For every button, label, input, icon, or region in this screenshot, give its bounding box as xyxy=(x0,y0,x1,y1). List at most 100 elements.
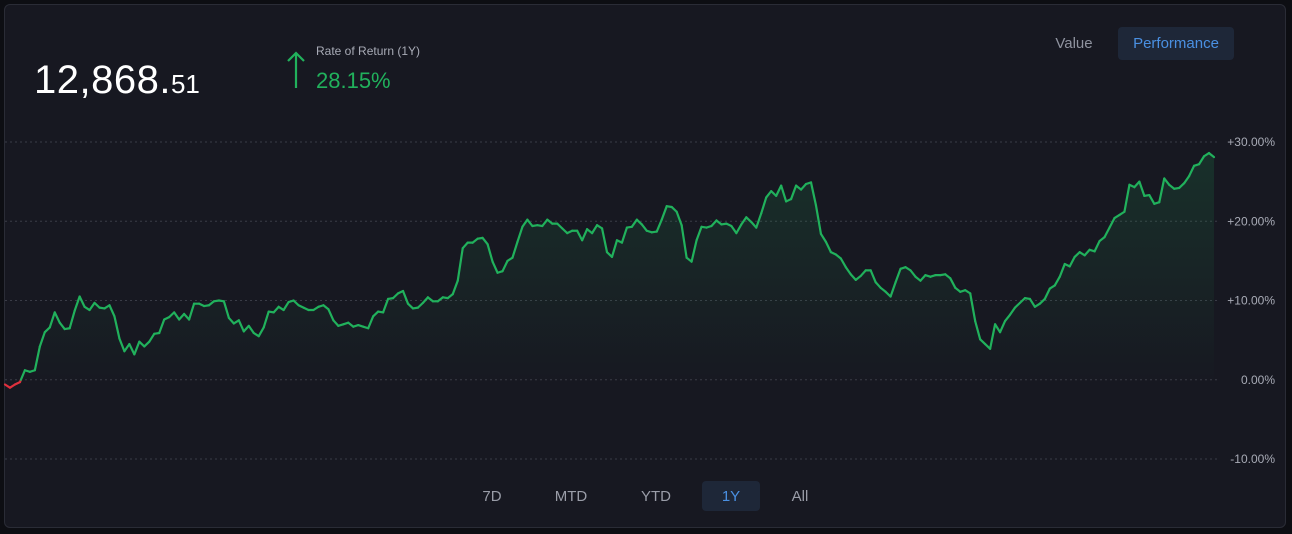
performance-line-segment xyxy=(670,205,678,213)
performance-line-segment xyxy=(401,289,410,305)
performance-line-segment xyxy=(640,223,648,232)
performance-line-segment xyxy=(1108,216,1116,229)
performance-line-segment xyxy=(292,299,300,307)
performance-line-segment xyxy=(1028,297,1036,308)
performance-line-segment xyxy=(775,184,783,197)
performance-line-segment xyxy=(849,273,857,281)
performance-line-segment xyxy=(108,304,116,318)
performance-line-segment xyxy=(491,260,499,274)
performance-line-segment xyxy=(844,266,852,276)
performance-line-segment xyxy=(675,210,683,227)
performance-line-segment xyxy=(282,300,290,312)
performance-line-segment xyxy=(660,205,668,221)
performance-line-segment xyxy=(1008,306,1017,316)
performance-line-segment xyxy=(78,295,86,308)
y-tick-label: +20.00% xyxy=(1227,214,1275,228)
performance-line-segment xyxy=(974,320,982,341)
performance-line-segment xyxy=(695,225,703,242)
range-button-7d[interactable]: 7D xyxy=(468,481,516,511)
performance-line-segment xyxy=(576,229,584,242)
ror-value: 28.15% xyxy=(316,68,391,93)
performance-line-segment xyxy=(1123,183,1131,213)
performance-line-segment xyxy=(128,342,136,356)
performance-line-segment xyxy=(541,218,549,228)
performance-line-segment xyxy=(1188,164,1196,178)
performance-line-segment xyxy=(998,320,1007,334)
performance-line-segment xyxy=(874,281,882,289)
performance-line-segment xyxy=(979,338,987,346)
portfolio-balance: 12,868.51 xyxy=(34,58,200,103)
performance-line-segment xyxy=(1103,226,1111,239)
performance-line-segment xyxy=(88,301,96,312)
performance-line-segment xyxy=(516,225,524,243)
performance-line-segment xyxy=(1053,275,1061,287)
performance-line-segment xyxy=(148,332,156,343)
performance-line-segment xyxy=(1073,251,1081,259)
performance-line-segment xyxy=(590,224,599,235)
performance-line-segment xyxy=(247,324,255,335)
performance-line-segment xyxy=(113,315,121,340)
performance-line-segment xyxy=(561,227,569,235)
performance-toggle-button[interactable]: Performance xyxy=(1118,27,1234,60)
performance-line-segment xyxy=(19,369,26,381)
performance-line-segment xyxy=(839,257,847,269)
performance-line-segment xyxy=(635,218,643,226)
performance-line-segment xyxy=(799,182,808,191)
performance-line-segment xyxy=(262,310,270,329)
performance-line-segment xyxy=(919,274,927,282)
performance-line-segment xyxy=(1158,177,1166,204)
performance-line-segment xyxy=(740,216,748,226)
performance-line-segment xyxy=(894,267,902,284)
y-tick-label: +10.00% xyxy=(1227,294,1275,308)
arrow-up-icon xyxy=(286,50,306,97)
performance-line-segment xyxy=(630,218,638,228)
performance-line-segment xyxy=(133,340,141,356)
performance-line-segment xyxy=(257,326,265,338)
performance-line-segment xyxy=(521,218,529,228)
performance-line-segment xyxy=(43,326,51,334)
performance-line-segment xyxy=(327,308,335,322)
performance-line-segment xyxy=(655,218,663,233)
performance-line-segment xyxy=(421,296,429,304)
performance-line-segment xyxy=(1183,174,1191,185)
performance-line-segment xyxy=(68,309,76,330)
value-toggle-button[interactable]: Value xyxy=(1038,27,1110,60)
performance-line-segment xyxy=(58,321,66,331)
performance-line-segment xyxy=(486,243,494,263)
performance-line-segment xyxy=(710,219,718,228)
performance-line-segment xyxy=(1148,194,1156,205)
performance-line-segment xyxy=(222,300,230,320)
performance-line-segment xyxy=(237,319,245,333)
performance-line-segment xyxy=(1018,297,1027,304)
performance-line-segment xyxy=(1038,297,1046,305)
performance-line-segment xyxy=(765,190,773,199)
performance-line-segment xyxy=(780,184,788,203)
performance-line-segment xyxy=(123,342,131,353)
performance-line-segment xyxy=(789,184,798,201)
performance-line-segment xyxy=(824,240,833,254)
performance-line-segment xyxy=(93,301,101,309)
ror-label: Rate of Return (1Y) xyxy=(316,44,421,58)
performance-line-segment xyxy=(869,269,877,284)
performance-line-segment xyxy=(178,312,186,321)
performance-line-segment xyxy=(745,216,753,224)
range-button-all[interactable]: All xyxy=(776,481,824,511)
performance-line-segment xyxy=(451,279,459,296)
performance-line-segment xyxy=(158,318,166,335)
performance-line-segment xyxy=(989,323,997,350)
y-tick-label: -10.00% xyxy=(1230,452,1275,466)
performance-line-segment xyxy=(173,311,181,321)
performance-line-segment xyxy=(600,227,609,254)
range-button-1y[interactable]: 1Y xyxy=(702,481,760,511)
y-tick-label: +30.00% xyxy=(1227,135,1275,149)
performance-line-segment xyxy=(73,295,81,312)
performance-line-segment xyxy=(1058,262,1066,278)
range-button-ytd[interactable]: YTD xyxy=(630,481,682,511)
performance-line-segment xyxy=(53,311,61,324)
performance-line-segment xyxy=(680,224,688,259)
performance-line-segment xyxy=(620,226,629,244)
range-button-mtd[interactable]: MTD xyxy=(542,481,600,511)
performance-line-segment xyxy=(1003,313,1012,323)
performance-line-segment xyxy=(406,302,415,310)
